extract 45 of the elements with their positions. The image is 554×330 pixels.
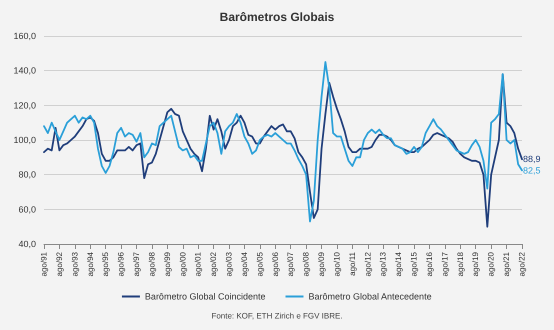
y-tick-label: 80,0 [18, 170, 36, 180]
x-tick-label: ago/92 [54, 251, 64, 276]
x-tick-label: ago/21 [502, 251, 512, 276]
x-tick-label: ago/13 [378, 251, 388, 276]
x-tick-label: ago/16 [424, 251, 434, 276]
x-tick-label: ago/04 [240, 251, 249, 276]
x-tick-label: ago/11 [348, 251, 357, 276]
y-tick-label: 100,0 [13, 135, 36, 145]
x-tick-label: ago/15 [410, 251, 419, 276]
legend-label: Barômetro Global Antecedente [308, 292, 432, 302]
x-tick-label: ago/22 [518, 251, 526, 276]
y-tick-label: 120,0 [13, 100, 36, 110]
x-tick-label: ago/19 [471, 251, 480, 276]
data-label: 88,9 [523, 154, 541, 164]
x-tick-label: ago/00 [178, 251, 188, 276]
y-tick-label: 40,0 [18, 239, 36, 249]
y-tick-label: 140,0 [13, 66, 36, 76]
x-tick-label: ago/10 [332, 251, 342, 276]
x-tick-label: ago/18 [456, 251, 465, 276]
chart-title: Barômetros Globais [220, 10, 335, 24]
x-tick-label: ago/94 [86, 251, 95, 276]
legend-label: Barômetro Global Coincidente [144, 292, 266, 302]
x-tick-label: ago/12 [363, 251, 372, 276]
x-tick-label: ago/96 [116, 251, 126, 276]
x-tick-label: ago/01 [194, 251, 203, 276]
x-tick-label: ago/07 [286, 251, 296, 276]
x-tick-label: ago/95 [101, 251, 110, 276]
x-tick-label: ago/08 [302, 251, 311, 276]
x-tick-label: ago/14 [394, 251, 404, 276]
x-tick-label: ago/09 [317, 251, 326, 276]
x-tick-label: ago/91 [40, 251, 48, 276]
x-tick-label: ago/98 [147, 251, 156, 276]
x-tick-label: ago/99 [162, 251, 172, 276]
data-label: 82,5 [523, 165, 541, 176]
y-tick-label: 60,0 [18, 204, 36, 214]
x-tick-label: ago/03 [224, 251, 234, 276]
y-tick-label: 160,0 [13, 31, 36, 41]
x-tick-label: ago/05 [255, 251, 264, 276]
x-tick-label: ago/06 [270, 251, 280, 276]
x-tick-label: ago/97 [132, 251, 142, 276]
source-note: Fonte: KOF, ETH Zirich e FGV IBRE. [211, 312, 343, 320]
x-tick-label: ago/02 [209, 251, 218, 276]
x-tick-label: ago/93 [70, 251, 80, 276]
x-tick-label: ago/17 [440, 251, 450, 276]
x-tick-label: ago/20 [486, 251, 496, 276]
